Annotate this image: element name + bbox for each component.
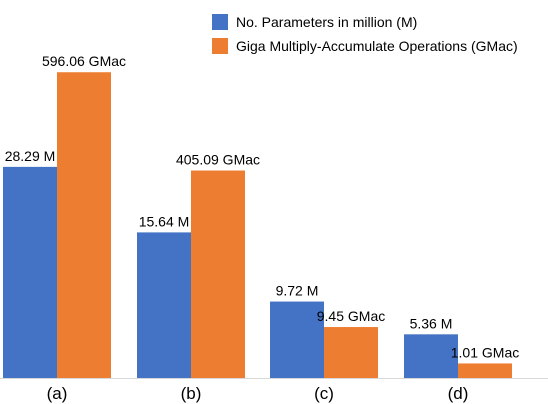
data-label-parameters-0: 28.29 M [5, 148, 56, 164]
category-label-1: (b) [181, 384, 202, 403]
data-label-gmac-1: 405.09 GMac [176, 152, 260, 168]
data-label-parameters-2: 9.72 M [276, 283, 319, 299]
bar-parameters-0 [3, 166, 57, 378]
data-label-gmac-0: 596.06 GMac [42, 53, 126, 69]
bar-gmac-2 [324, 327, 378, 378]
bar-gmac-0 [57, 72, 111, 379]
category-label-2: (c) [314, 384, 334, 403]
bar-parameters-2 [270, 301, 324, 378]
legend-label-gmac: Giga Multiply-Accumulate Operations (GMa… [236, 38, 518, 54]
category-label-0: (a) [47, 384, 68, 403]
legend-label-parameters: No. Parameters in million (M) [236, 14, 418, 30]
data-label-gmac-2: 9.45 GMac [317, 308, 385, 324]
legend-swatch-gmac [212, 38, 228, 54]
bar-gmac-1 [191, 170, 245, 378]
bar-gmac-3 [458, 363, 512, 378]
category-label-3: (d) [448, 384, 469, 403]
bar-parameters-1 [137, 232, 191, 378]
data-label-parameters-3: 5.36 M [410, 315, 453, 331]
legend: No. Parameters in million (M) Giga Multi… [212, 10, 518, 58]
data-label-gmac-3: 1.01 GMac [451, 344, 519, 360]
bar-parameters-3 [404, 334, 458, 378]
legend-item-parameters: No. Parameters in million (M) [212, 10, 518, 34]
data-label-parameters-1: 15.64 M [139, 213, 190, 229]
legend-item-gmac: Giga Multiply-Accumulate Operations (GMa… [212, 34, 518, 58]
legend-swatch-parameters [212, 14, 228, 30]
